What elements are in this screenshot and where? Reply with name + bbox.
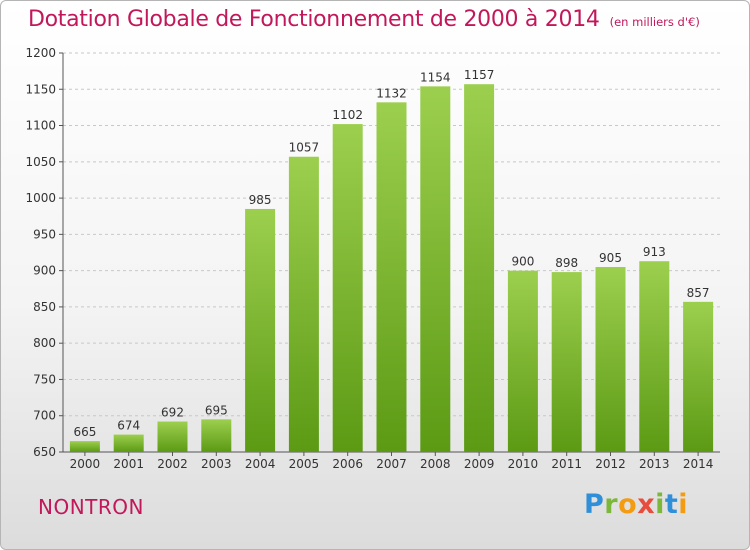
x-tick-label: 2004 [245,457,276,471]
logo-letter: P [584,489,605,520]
x-tick-label: 2011 [551,457,582,471]
bar-value-label: 1154 [420,70,451,84]
y-tick-label: 700 [33,409,56,423]
bar-value-label: 900 [511,255,534,269]
x-tick-label: 2000 [70,457,101,471]
bar [332,124,363,452]
x-tick-label: 2003 [201,457,232,471]
x-tick-label: 2006 [332,457,363,471]
bar [507,270,538,452]
x-tick-label: 2010 [508,457,539,471]
logo-letter: r [604,489,619,520]
bar-value-label: 1132 [376,86,407,100]
x-tick-label: 2005 [289,457,320,471]
bar-value-label: 857 [687,286,710,300]
bar-value-label: 665 [73,425,96,439]
x-tick-label: 2014 [683,457,714,471]
city-name: NONTRON [38,495,144,519]
bar [69,441,100,452]
bar-value-label: 913 [643,245,666,259]
bar [201,419,232,452]
bar [245,208,276,452]
chart-unit: (en milliers d'€) [609,15,700,29]
logo-letter: i [678,489,689,520]
bar [551,272,582,452]
chart-title: Dotation Globale de Fonctionnement de 20… [28,7,600,32]
bar-value-label: 1157 [464,68,495,82]
y-tick-label: 750 [33,372,56,386]
x-tick-label: 2008 [420,457,451,471]
bar-value-label: 674 [117,419,140,433]
logo-letter: o [618,489,638,520]
bar [464,84,495,452]
logo-letter: i [655,489,665,520]
proxiti-logo: Proxiti [584,489,688,520]
bar [639,261,670,452]
chart-title-block: Dotation Globale de Fonctionnement de 20… [28,7,700,32]
logo-letter: t [664,489,679,520]
x-tick-label: 2007 [376,457,407,471]
x-tick-label: 2013 [639,457,670,471]
y-tick-label: 1000 [25,191,56,205]
x-tick-label: 2012 [595,457,626,471]
y-tick-label: 850 [33,300,56,314]
bar-value-label: 898 [555,256,578,270]
bar-value-label: 905 [599,251,622,265]
y-tick-label: 1150 [25,82,56,96]
bar [113,434,144,452]
bar-value-label: 1057 [289,141,320,155]
bar [157,421,188,452]
y-tick-label: 1050 [25,155,56,169]
bar [420,86,451,452]
bar [376,102,407,453]
y-tick-label: 1200 [25,46,56,60]
bar [595,267,626,452]
x-tick-label: 2001 [113,457,144,471]
y-tick-label: 650 [33,445,56,459]
bar-value-label: 985 [249,193,272,207]
x-tick-label: 2002 [157,457,188,471]
bar-value-label: 695 [205,403,228,417]
x-tick-label: 2009 [464,457,495,471]
y-tick-label: 950 [33,227,56,241]
bar-value-label: 1102 [332,108,363,122]
y-tick-label: 1100 [25,119,56,133]
bar [288,156,319,453]
bar [683,301,714,452]
logo-letter: x [637,489,656,520]
bar-value-label: 692 [161,406,184,420]
y-tick-label: 800 [33,336,56,350]
y-tick-label: 900 [33,264,56,278]
